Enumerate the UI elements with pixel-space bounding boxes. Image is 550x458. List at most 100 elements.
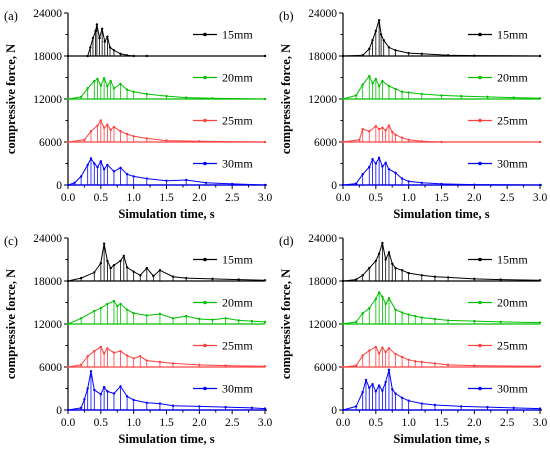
data-point xyxy=(112,87,116,90)
data-point xyxy=(460,405,463,408)
series-25mm: 25mm xyxy=(66,114,267,144)
legend-label: 25mm xyxy=(497,339,528,353)
data-point xyxy=(198,405,201,408)
data-point xyxy=(473,277,476,281)
data-point xyxy=(125,173,129,176)
data-point xyxy=(211,277,214,281)
data-point xyxy=(407,91,410,94)
data-point xyxy=(538,279,542,282)
data-point xyxy=(230,182,234,186)
data-point xyxy=(145,401,148,405)
data-point xyxy=(387,84,391,88)
x-axis-label: Simulation time, s xyxy=(118,432,214,446)
data-point xyxy=(89,46,92,49)
data-point xyxy=(99,119,103,122)
data-point xyxy=(420,181,423,185)
data-point xyxy=(125,132,129,136)
data-point xyxy=(125,54,129,57)
data-point xyxy=(106,123,109,127)
data-point xyxy=(119,350,122,353)
data-point xyxy=(83,138,86,142)
panel-label: (c) xyxy=(4,234,18,248)
legend-marker xyxy=(203,118,207,123)
data-point xyxy=(400,355,404,359)
data-point xyxy=(354,320,358,324)
data-point xyxy=(99,160,103,163)
y-tick-label: 18000 xyxy=(33,51,62,63)
data-point xyxy=(132,90,135,94)
data-point xyxy=(119,82,122,86)
data-point xyxy=(391,388,394,391)
legend-label: 15mm xyxy=(222,28,253,42)
data-point xyxy=(374,125,378,128)
x-tick-label: 3.0 xyxy=(533,417,548,429)
data-point xyxy=(112,49,116,52)
series-line xyxy=(67,119,266,143)
panel-d: (d) 0.0 0.5 1.0 1.5 2.0 2.5 3.0 0 6000 12000 18000 2… xyxy=(279,233,547,446)
data-point xyxy=(108,46,112,49)
x-tick-label: 3.0 xyxy=(258,417,273,429)
data-point xyxy=(407,271,410,275)
data-point xyxy=(224,364,227,367)
data-point xyxy=(368,47,371,51)
y-tick-label: 24000 xyxy=(33,8,62,20)
data-point xyxy=(66,408,70,412)
data-point xyxy=(341,183,345,187)
x-tick-label: 1.0 xyxy=(401,417,416,429)
data-point xyxy=(103,40,106,43)
x-tick-label: 2.5 xyxy=(500,417,515,429)
series-line xyxy=(342,124,540,143)
x-tick-label: 3.0 xyxy=(258,192,273,204)
data-point xyxy=(538,140,542,144)
y-tick-label: 6000 xyxy=(314,137,337,149)
data-point xyxy=(93,271,96,274)
data-point xyxy=(263,183,267,187)
legend-marker xyxy=(478,75,482,80)
data-point xyxy=(145,314,148,317)
y-tick-label: 12000 xyxy=(33,94,62,106)
data-point xyxy=(512,406,515,410)
data-point xyxy=(377,252,381,255)
data-point xyxy=(446,319,450,322)
data-point xyxy=(96,77,99,81)
data-point xyxy=(112,351,116,354)
series-20mm: 20mm xyxy=(66,71,267,101)
data-point xyxy=(394,87,397,91)
data-point xyxy=(407,399,410,402)
data-point xyxy=(538,54,542,58)
data-point xyxy=(368,165,371,169)
data-point xyxy=(132,135,135,138)
data-point xyxy=(368,266,371,270)
data-point xyxy=(145,177,148,180)
data-point xyxy=(106,84,109,88)
x-axis-label: Simulation time, s xyxy=(118,207,214,221)
data-point xyxy=(499,278,502,281)
data-point xyxy=(263,407,267,410)
data-point xyxy=(341,365,345,369)
data-point xyxy=(112,264,116,267)
data-point xyxy=(112,392,116,395)
data-point xyxy=(198,363,201,367)
data-point xyxy=(89,157,93,160)
data-point xyxy=(384,380,387,384)
legend-marker xyxy=(203,300,207,305)
data-point xyxy=(384,129,387,132)
legend-label: 15mm xyxy=(497,253,528,267)
data-point xyxy=(145,266,148,270)
series-25mm: 25mm xyxy=(66,339,267,369)
y-axis-label: compressive force, N xyxy=(279,44,293,154)
data-point xyxy=(237,278,240,281)
data-point xyxy=(119,130,122,133)
data-point xyxy=(391,262,394,265)
data-point xyxy=(374,297,378,301)
series-line xyxy=(67,371,266,411)
data-point xyxy=(158,269,162,272)
panel-a: (a) 0.0 0.5 1.0 1.5 2.0 2.5 3.0 0 6000 12000 18000 2… xyxy=(4,8,272,221)
data-point xyxy=(263,320,267,324)
data-point xyxy=(361,173,364,176)
data-point xyxy=(387,297,391,300)
data-point xyxy=(250,406,254,410)
data-point xyxy=(387,168,391,171)
data-point xyxy=(145,92,148,96)
x-tick-label: 1.5 xyxy=(159,417,174,429)
